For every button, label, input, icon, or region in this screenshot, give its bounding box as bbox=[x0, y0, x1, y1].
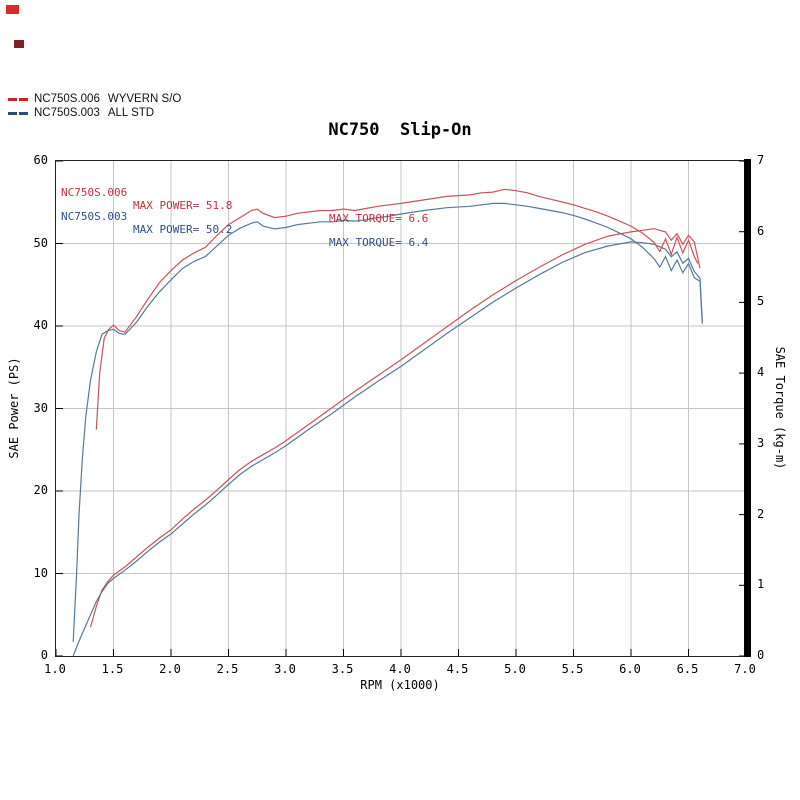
y-right-tick-label: 0 bbox=[757, 648, 765, 662]
y-left-tick-label: 20 bbox=[33, 483, 48, 497]
y-right-tick-label: 3 bbox=[757, 435, 765, 450]
x-tick-label: 3.0 bbox=[274, 662, 296, 676]
plot-area: NC750S.006 MAX POWER= 51.8 MAX TORQUE= 6… bbox=[55, 160, 747, 657]
torque-curve-std bbox=[72, 202, 703, 642]
y-right-tick-label: 2 bbox=[757, 506, 765, 521]
legend-item-wyvern: NC750S.006 WYVERN S/O bbox=[8, 92, 181, 106]
x-tick-label: 4.0 bbox=[389, 662, 411, 676]
y-left-tick-label: 60 bbox=[33, 153, 48, 167]
x-tick-label: 3.5 bbox=[331, 662, 354, 676]
power-curve-std bbox=[72, 241, 703, 656]
y-left-tick-label: 30 bbox=[33, 400, 48, 415]
series-swatch-red-icon bbox=[8, 97, 30, 101]
x-tick-label: 1.5 bbox=[101, 662, 124, 676]
annotation-row-std: NC750S.003 MAX POWER= 50.2 MAX TORQUE= 6… bbox=[61, 197, 428, 249]
annotation-series-code: NC750S.003 bbox=[61, 210, 128, 223]
chart-title: NC750 Slip-On bbox=[328, 120, 472, 140]
annotation-max-power: MAX POWER= 51.8 bbox=[133, 199, 233, 212]
x-tick-label: 6.5 bbox=[676, 662, 699, 676]
y-right-tick-label: 7 bbox=[757, 153, 765, 167]
annotation-max-torque: MAX TORQUE= 6.6 bbox=[329, 212, 429, 225]
series-swatch-blue-icon bbox=[8, 111, 30, 115]
x-tick-label: 4.5 bbox=[446, 662, 469, 676]
torque-curve-wyvern bbox=[95, 188, 699, 430]
annotation-max-torque: MAX TORQUE= 6.4 bbox=[329, 236, 429, 249]
y-left-tick-label: 10 bbox=[33, 565, 48, 580]
power-curve-wyvern bbox=[89, 228, 701, 628]
annotation-series-code: NC750S.006 bbox=[61, 186, 128, 199]
y-right-tick-label: 4 bbox=[757, 365, 765, 380]
y-left-tick-label: 50 bbox=[33, 235, 48, 250]
y-right-tick-label: 1 bbox=[757, 577, 765, 592]
legend-series-label: ALL STD bbox=[107, 107, 155, 119]
x-tick-label: 6.0 bbox=[619, 662, 641, 676]
scan-artifact-1 bbox=[6, 5, 19, 14]
y-left-tick-label: 40 bbox=[33, 318, 48, 332]
x-tick-label: 7.0 bbox=[734, 662, 756, 676]
y-left-tick-label: 0 bbox=[40, 648, 48, 662]
scan-artifact-2 bbox=[14, 40, 24, 48]
right-axis-bar bbox=[744, 159, 751, 657]
y-axis-title-right: SAE Torque (kg-m) bbox=[773, 346, 787, 470]
x-axis-title: RPM (x1000) bbox=[360, 678, 440, 692]
y-right-tick-label: 5 bbox=[757, 294, 765, 309]
x-tick-label: 5.0 bbox=[504, 662, 526, 676]
plot-canvas bbox=[56, 161, 746, 656]
legend-series-label: WYVERN S/O bbox=[107, 93, 182, 105]
y-axis-title-left: SAE Power (PS) bbox=[7, 357, 21, 459]
x-tick-label: 2.5 bbox=[216, 662, 239, 676]
legend-item-std: NC750S.003 ALL STD bbox=[8, 106, 181, 120]
legend: NC750S.006 WYVERN S/O NC750S.003 ALL STD bbox=[8, 92, 181, 120]
x-tick-label: 5.5 bbox=[561, 662, 584, 676]
legend-series-code: NC750S.006 bbox=[34, 93, 100, 105]
legend-series-code: NC750S.003 bbox=[34, 107, 100, 119]
annotation-max-power: MAX POWER= 50.2 bbox=[133, 223, 233, 236]
annotation-row-wyvern: NC750S.006 MAX POWER= 51.8 MAX TORQUE= 6… bbox=[61, 173, 428, 225]
x-tick-label: 2.0 bbox=[159, 662, 181, 676]
x-tick-label: 1.0 bbox=[44, 662, 66, 676]
y-right-tick-label: 6 bbox=[757, 223, 765, 238]
